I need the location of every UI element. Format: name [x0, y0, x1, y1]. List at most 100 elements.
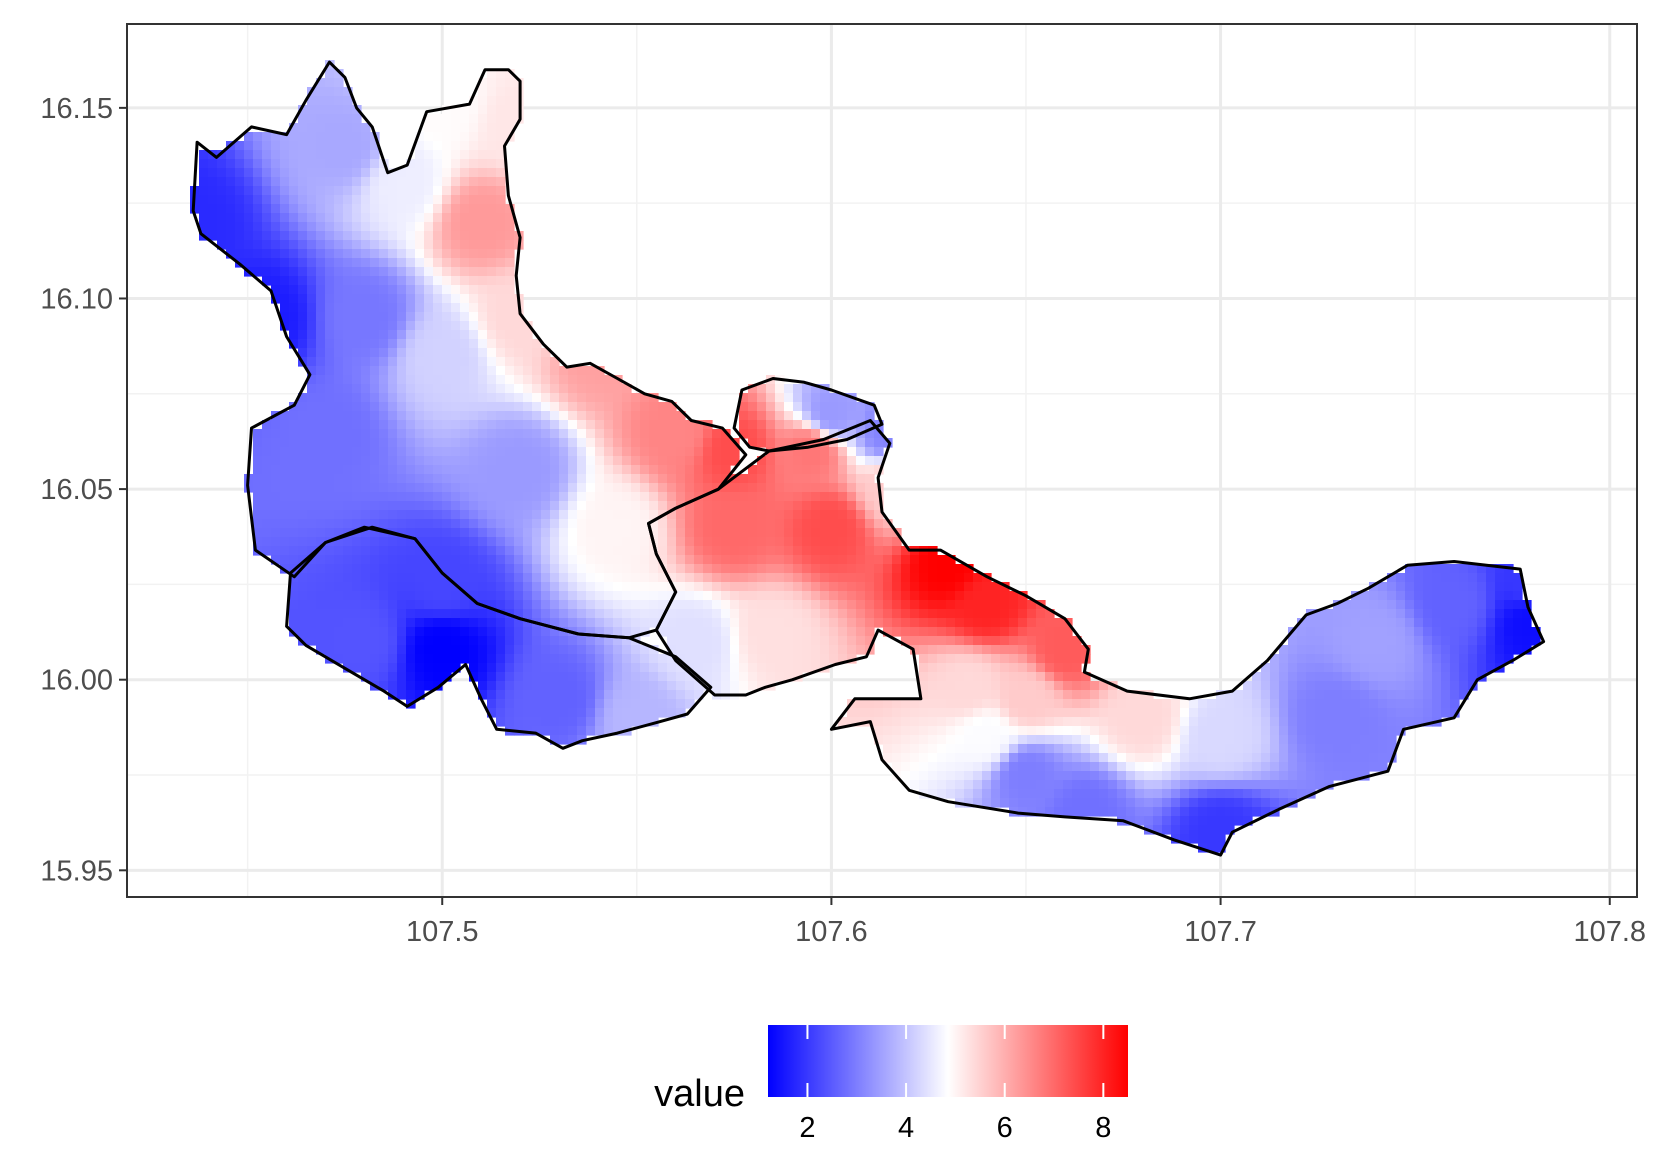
raster-cell: [1270, 789, 1280, 799]
raster-cell: [307, 420, 317, 430]
raster-cell: [523, 699, 533, 709]
raster-cell: [874, 456, 884, 466]
raster-cell: [397, 348, 407, 358]
raster-cell: [532, 357, 542, 367]
raster-cell: [541, 447, 551, 457]
raster-cell: [442, 519, 452, 529]
raster-cell: [469, 492, 479, 502]
raster-cell: [1036, 735, 1046, 745]
raster-cell: [1387, 636, 1397, 646]
raster-cell: [730, 627, 740, 637]
raster-cell: [415, 150, 425, 160]
raster-cell: [271, 231, 281, 241]
raster-cell: [379, 186, 389, 196]
raster-cell: [253, 240, 263, 250]
raster-cell: [838, 420, 848, 430]
raster-cell: [253, 474, 263, 484]
raster-cell: [451, 249, 461, 259]
raster-cell: [766, 537, 776, 547]
raster-cell: [415, 267, 425, 277]
raster-cell: [568, 492, 578, 502]
raster-cell: [586, 672, 596, 682]
raster-cell: [1135, 699, 1145, 709]
raster-cell: [658, 600, 668, 610]
raster-cell: [1450, 564, 1460, 574]
raster-cell: [361, 330, 371, 340]
raster-cell: [262, 141, 272, 151]
raster-cell: [325, 321, 335, 331]
raster-cell: [1297, 672, 1307, 682]
raster-cell: [901, 609, 911, 619]
raster-cell: [361, 204, 371, 214]
raster-cell: [469, 249, 479, 259]
raster-cell: [523, 564, 533, 574]
raster-cell: [838, 510, 848, 520]
raster-cell: [424, 636, 434, 646]
raster-cell: [541, 600, 551, 610]
raster-cell: [1018, 717, 1028, 727]
raster-cell: [496, 510, 506, 520]
raster-cell: [271, 150, 281, 160]
raster-cell: [1423, 645, 1433, 655]
raster-cell: [622, 546, 632, 556]
raster-cell: [1108, 771, 1118, 781]
raster-cell: [757, 654, 767, 664]
raster-cell: [280, 168, 290, 178]
raster-cell: [766, 645, 776, 655]
raster-cell: [1063, 798, 1073, 808]
raster-cell: [1216, 816, 1226, 826]
raster-cell: [415, 456, 425, 466]
raster-cell: [793, 618, 803, 628]
raster-cell: [1090, 726, 1100, 736]
raster-cell: [1342, 609, 1352, 619]
raster-cell: [1486, 573, 1496, 583]
raster-cell: [829, 465, 839, 475]
raster-cell: [1405, 717, 1415, 727]
raster-cell: [415, 276, 425, 286]
raster-cell: [811, 384, 821, 394]
raster-cell: [1369, 681, 1379, 691]
raster-cell: [595, 366, 605, 376]
raster-cell: [424, 366, 434, 376]
raster-cell: [1459, 690, 1469, 700]
raster-cell: [1189, 807, 1199, 817]
raster-cell: [811, 654, 821, 664]
raster-cell: [1063, 762, 1073, 772]
raster-cell: [640, 456, 650, 466]
raster-cell: [1396, 654, 1406, 664]
raster-cell: [1360, 699, 1370, 709]
raster-cell: [316, 177, 326, 187]
raster-cell: [406, 537, 416, 547]
raster-cell: [253, 483, 263, 493]
raster-cell: [1378, 591, 1388, 601]
raster-cell: [442, 339, 452, 349]
raster-cell: [694, 573, 704, 583]
raster-cell: [793, 465, 803, 475]
raster-cell: [973, 645, 983, 655]
raster-cell: [784, 456, 794, 466]
raster-cell: [397, 465, 407, 475]
raster-cell: [541, 690, 551, 700]
raster-cell: [496, 150, 506, 160]
raster-cell: [532, 483, 542, 493]
raster-cell: [1423, 582, 1433, 592]
raster-cell: [802, 627, 812, 637]
raster-cell: [928, 735, 938, 745]
raster-cell: [307, 96, 317, 106]
raster-cell: [253, 132, 263, 142]
raster-cell: [667, 591, 677, 601]
raster-cell: [334, 645, 344, 655]
raster-cell: [1036, 609, 1046, 619]
raster-cell: [244, 186, 254, 196]
raster-cell: [1414, 699, 1424, 709]
raster-cell: [784, 483, 794, 493]
raster-cell: [1369, 726, 1379, 736]
raster-cell: [919, 663, 929, 673]
raster-cell: [748, 645, 758, 655]
raster-cell: [532, 528, 542, 538]
raster-cell: [964, 654, 974, 664]
raster-cell: [694, 438, 704, 448]
raster-cell: [973, 699, 983, 709]
raster-cell: [1333, 735, 1343, 745]
raster-cell: [514, 312, 524, 322]
